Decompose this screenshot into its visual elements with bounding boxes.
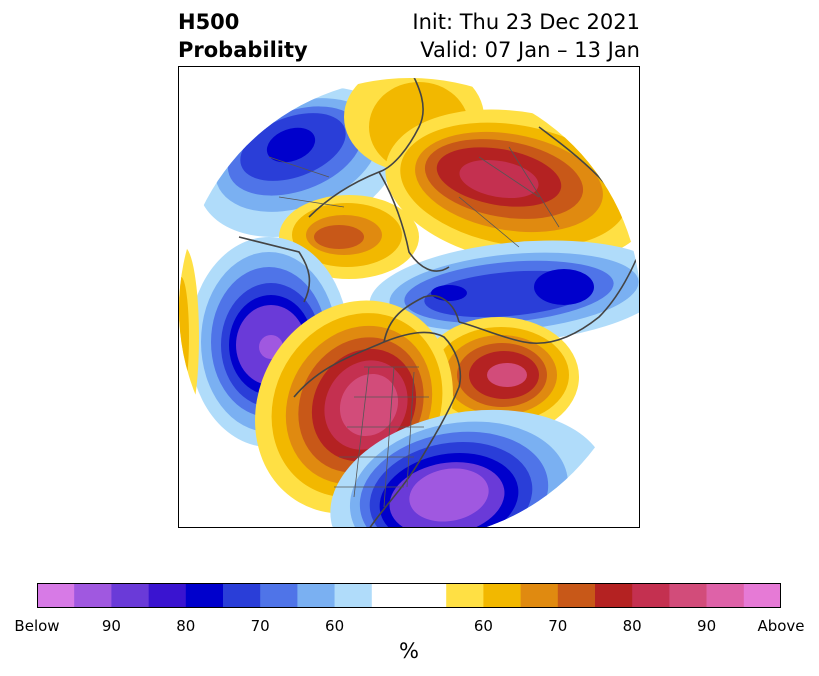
colorbar-segment: [706, 583, 745, 608]
anomaly-low-east-asia: [369, 240, 639, 344]
colorbar-segment: [669, 583, 707, 608]
colorbar-segment: [446, 583, 484, 608]
colorbar-tick-label: 60: [473, 617, 493, 635]
colorbar-segment: [632, 583, 670, 608]
colorbar-segment: [223, 583, 261, 608]
colorbar-tick-label: Below: [14, 617, 60, 635]
colorbar-tick-label: 70: [250, 617, 270, 635]
probability-map: [179, 78, 639, 527]
colorbar-tick-label: 70: [548, 617, 568, 635]
colorbar-segment: [743, 583, 781, 608]
colorbar: [37, 583, 781, 608]
colorbar-segment: [37, 583, 75, 608]
init-date: Init: Thu 23 Dec 2021: [412, 10, 640, 34]
colorbar-segment: [185, 583, 224, 608]
colorbar-tick-label: Above: [757, 617, 805, 635]
colorbar-segment: [111, 583, 149, 608]
title-right: Init: Thu 23 Dec 2021 Valid: 07 Jan – 13…: [412, 8, 640, 64]
anomaly-high-north-pacific: [419, 317, 579, 437]
colorbar-tick-label: 60: [325, 617, 345, 635]
colorbar-unit-label: %: [399, 639, 419, 663]
colorbar-segment: [595, 583, 633, 608]
map-disc: [179, 78, 639, 527]
map-panel: [178, 66, 640, 528]
colorbar-border: [37, 583, 781, 608]
title-left: H500 Probability: [178, 8, 308, 64]
political-borders: [268, 146, 560, 508]
colorbar-segment: [483, 583, 521, 608]
colorbar-segment: [297, 583, 335, 608]
colorbar-segment: [260, 583, 298, 608]
anomaly-low-eastern-north-america: [330, 409, 608, 527]
colorbar-segment: [334, 583, 373, 608]
valid-range: Valid: 07 Jan – 13 Jan: [420, 38, 640, 62]
colorbar-segment: [74, 583, 112, 608]
colorbar-segment: [148, 583, 187, 608]
anomaly-high-siberia: [385, 109, 639, 265]
colorbar-tick-label: 80: [622, 617, 642, 635]
colorbar-segment: [557, 583, 596, 608]
colorbar-segment: [371, 583, 410, 608]
colorbar-tick-label: 90: [697, 617, 717, 635]
colorbar-tick-label: 80: [176, 617, 196, 635]
colorbar-tick-label: 90: [101, 617, 121, 635]
product-title: Probability: [178, 38, 308, 62]
colorbar-segment: [520, 583, 559, 608]
anomaly-high-central: [279, 195, 419, 279]
variable-title: H500: [178, 10, 240, 34]
colorbar-segment: [409, 583, 447, 608]
